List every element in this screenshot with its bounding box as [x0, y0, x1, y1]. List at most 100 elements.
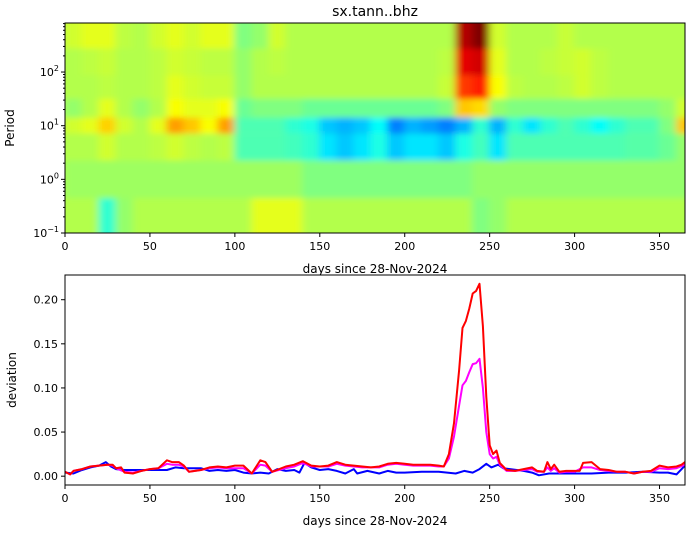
- x-tick-label: 50: [143, 492, 157, 505]
- heatmap-cell: [319, 48, 338, 76]
- heatmap-cell: [591, 133, 610, 161]
- heatmap-cell: [132, 48, 151, 76]
- heatmap-cell: [81, 98, 100, 118]
- heatmap-cell: [574, 75, 593, 99]
- heatmap-cell: [285, 117, 304, 134]
- heatmap-cell: [166, 133, 185, 161]
- x-tick-label: 250: [479, 240, 500, 253]
- heatmap-cell: [200, 48, 219, 76]
- x-tick-label: 100: [224, 240, 245, 253]
- heatmap-cell: [676, 98, 685, 118]
- heatmap-cell: [421, 198, 440, 233]
- heatmap-cell: [574, 198, 593, 233]
- heatmap-cell: [540, 48, 559, 76]
- heatmap-cell: [676, 23, 685, 49]
- heatmap-cell: [268, 117, 287, 134]
- heatmap-cell: [353, 133, 372, 161]
- heatmap-cell: [506, 98, 525, 118]
- heatmap-cell: [591, 160, 610, 199]
- heatmap-cell: [319, 75, 338, 99]
- heatmap-cell: [65, 133, 83, 161]
- heatmap-cell: [625, 75, 644, 99]
- heatmap-cell: [302, 160, 321, 199]
- heatmap-cell: [506, 133, 525, 161]
- heatmap-cell: [234, 23, 253, 49]
- heatmap-cell: [591, 117, 610, 134]
- heatmap-cell: [319, 160, 338, 199]
- heatmap-cell: [642, 198, 661, 233]
- line-axes: 0 50 100 150 200 250 300 350 0.00 0.05 0.10 0.15 0.2…: [34, 294, 671, 505]
- heatmap-cell: [166, 48, 185, 76]
- x-tick-label: 300: [564, 492, 585, 505]
- heatmap-cell: [302, 198, 321, 233]
- heatmap-cell: [455, 98, 474, 118]
- heatmap-cell: [183, 133, 202, 161]
- heatmap-cell: [625, 98, 644, 118]
- heatmap-cell: [285, 98, 304, 118]
- heatmap-cell: [574, 23, 593, 49]
- heatmap-cell: [557, 75, 576, 99]
- heatmap-cell: [251, 98, 270, 118]
- heatmap-cell: [336, 75, 355, 99]
- heatmap-cell: [489, 117, 508, 134]
- heatmap-cell: [438, 133, 457, 161]
- heatmap-title: sx.tann..bhz: [332, 4, 418, 20]
- x-tick-label: 100: [224, 492, 245, 505]
- line-frame: [64, 274, 686, 486]
- heatmap-cell: [217, 160, 236, 199]
- heatmap-cell: [370, 48, 389, 76]
- heatmap-cell: [608, 75, 627, 99]
- heatmap-cell: [370, 98, 389, 118]
- heatmap-cell: [625, 117, 644, 134]
- heatmap-cell: [115, 98, 134, 118]
- heatmap-cell: [421, 160, 440, 199]
- heatmap-cell: [557, 98, 576, 118]
- heatmap-cell: [217, 198, 236, 233]
- heatmap-cell: [183, 48, 202, 76]
- heatmap-cell: [540, 198, 559, 233]
- heatmap-cell: [353, 48, 372, 76]
- heatmap-cell: [149, 198, 168, 233]
- heatmap-cell: [608, 133, 627, 161]
- heatmap-cell: [336, 198, 355, 233]
- heatmap-cell: [115, 23, 134, 49]
- heatmap-cell: [149, 23, 168, 49]
- heatmap-cell: [659, 23, 678, 49]
- heatmap-cell: [608, 160, 627, 199]
- heatmap-cell: [438, 160, 457, 199]
- heatmap-cell: [183, 23, 202, 49]
- heatmap-cell: [523, 198, 542, 233]
- heatmap-cell: [81, 160, 100, 199]
- heatmap-cell: [166, 160, 185, 199]
- heatmap-cell: [319, 117, 338, 134]
- heatmap-cell: [319, 133, 338, 161]
- heatmap-cell: [132, 98, 151, 118]
- heatmap-cell: [370, 160, 389, 199]
- heatmap-cell: [166, 75, 185, 99]
- heatmap-cell: [115, 117, 134, 134]
- heatmap-cell: [81, 198, 100, 233]
- y-tick-label: 0.15: [34, 338, 59, 351]
- heatmap-cell: [438, 23, 457, 49]
- series-line-1: [65, 357, 685, 476]
- heatmap-cell: [557, 160, 576, 199]
- heatmap-cell: [404, 75, 423, 99]
- heatmap-cell: [302, 133, 321, 161]
- y-tick-label: 102: [40, 64, 59, 79]
- heatmap-cell: [251, 198, 270, 233]
- heatmap-cell: [472, 75, 491, 99]
- heatmap-cell: [251, 117, 270, 134]
- x-tick-label: 0: [62, 240, 69, 253]
- heatmap-cell: [183, 98, 202, 118]
- heatmap-cell: [370, 133, 389, 161]
- heatmap-cell: [183, 198, 202, 233]
- heatmap-cell: [81, 23, 100, 49]
- heatmap-cell: [659, 117, 678, 134]
- heatmap-cell: [217, 98, 236, 118]
- heatmap-cell: [65, 117, 83, 134]
- heatmap-cell: [98, 75, 117, 99]
- heatmap-cell: [132, 23, 151, 49]
- heatmap-cell: [438, 98, 457, 118]
- heatmap-cell: [200, 23, 219, 49]
- heatmap-cell: [455, 117, 474, 134]
